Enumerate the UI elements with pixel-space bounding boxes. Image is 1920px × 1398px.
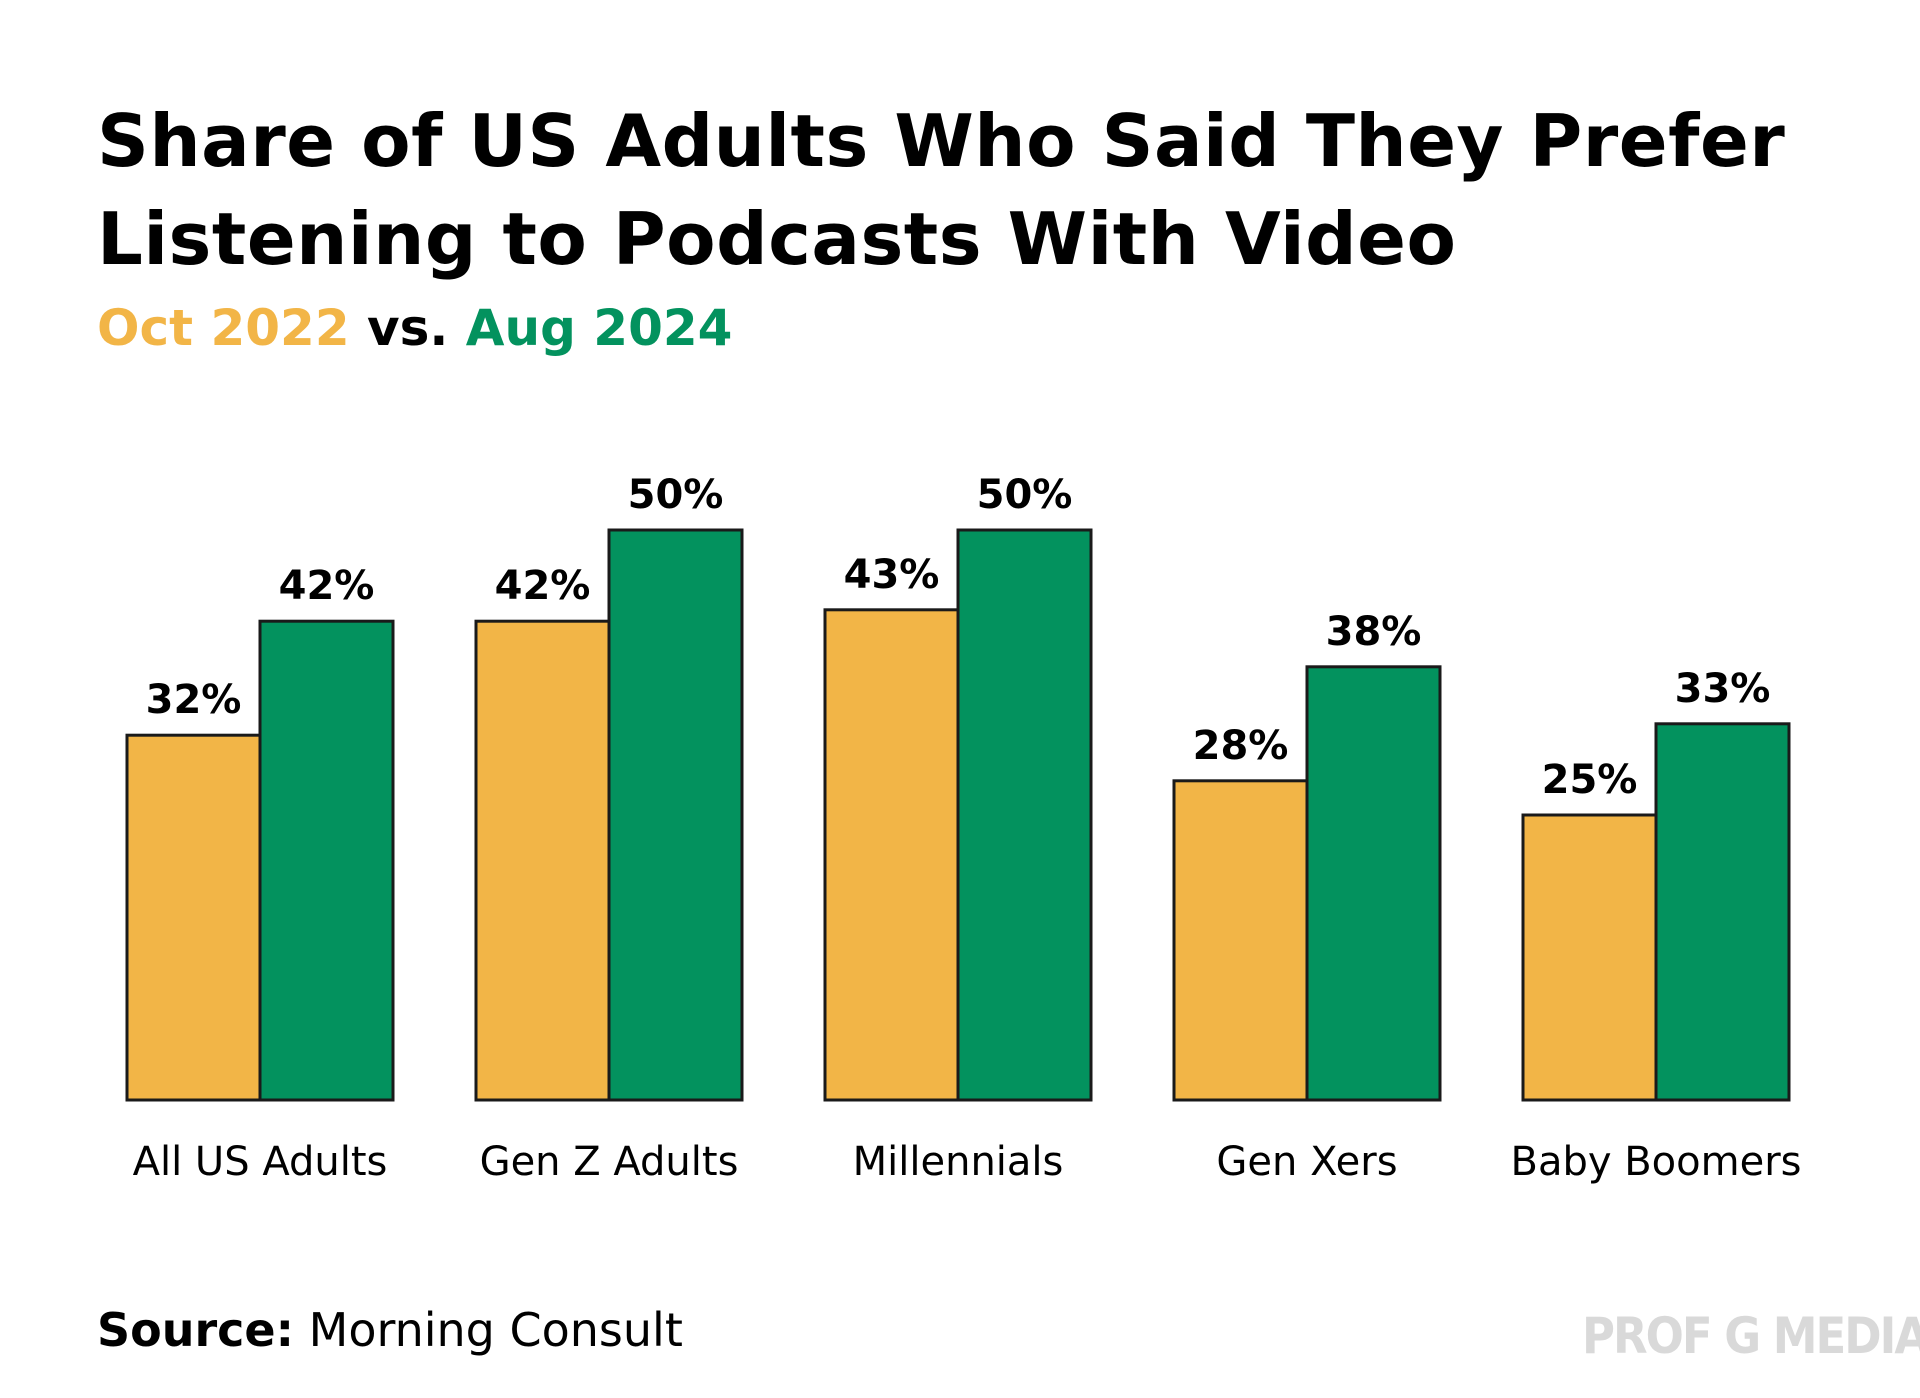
data-label-aug-2024-baby-boomers: 33% <box>1675 666 1771 712</box>
bar-aug-2024-baby-boomers <box>1654 722 1791 1102</box>
category-label-baby-boomers: Baby Boomers <box>1511 1139 1802 1185</box>
bar-group-all-us-adults: 32% 42% All US Adults <box>125 563 395 1185</box>
subtitle-aug-2024: Aug 2024 <box>465 299 733 357</box>
chart-title-line-2: Listening to Podcasts With Video <box>97 197 1457 281</box>
bar-oct-2022-gen-z-adults <box>474 619 611 1102</box>
chart-title-line-1: Share of US Adults Who Said They Prefer <box>97 99 1786 183</box>
bar-aug-2024-all-us-adults <box>258 619 395 1102</box>
category-label-gen-z-adults: Gen Z Adults <box>480 1139 739 1185</box>
data-label-aug-2024-gen-xers: 38% <box>1326 609 1422 655</box>
bar-group-gen-xers: 28% 38% Gen Xers <box>1172 609 1442 1185</box>
bar-oct-2022-gen-xers <box>1172 779 1309 1102</box>
bar-group-gen-z-adults: 42% 50% Gen Z Adults <box>474 472 744 1185</box>
bar-aug-2024-gen-z-adults <box>607 528 744 1102</box>
data-label-oct-2022-all-us-adults: 32% <box>146 677 242 723</box>
subtitle-versus: vs. <box>349 299 466 357</box>
source-note: Source: Morning Consult <box>97 1302 683 1358</box>
source-value: Morning Consult <box>294 1303 683 1357</box>
category-label-all-us-adults: All US Adults <box>133 1139 388 1185</box>
data-label-aug-2024-all-us-adults: 42% <box>279 563 375 609</box>
subtitle-oct-2022: Oct 2022 <box>97 299 350 357</box>
source-label: Source: <box>97 1303 295 1357</box>
bar-group-baby-boomers: 25% 33% Baby Boomers <box>1511 666 1802 1185</box>
data-label-oct-2022-baby-boomers: 25% <box>1542 757 1638 803</box>
data-label-aug-2024-millennials: 50% <box>977 472 1073 518</box>
data-label-aug-2024-gen-z-adults: 50% <box>628 472 724 518</box>
bar-aug-2024-gen-xers <box>1305 665 1442 1102</box>
data-label-oct-2022-millennials: 43% <box>844 552 940 598</box>
bar-oct-2022-baby-boomers <box>1521 813 1658 1102</box>
category-label-gen-xers: Gen Xers <box>1216 1139 1397 1185</box>
bar-group-millennials: 43% 50% Millennials <box>823 472 1093 1185</box>
brand-watermark: PROF G MEDIA <box>1582 1307 1920 1365</box>
chart-title: Share of US Adults Who Said They Prefer … <box>97 92 1797 288</box>
bar-oct-2022-all-us-adults <box>125 733 262 1102</box>
bar-oct-2022-millennials <box>823 608 960 1102</box>
chart-subtitle: Oct 2022 vs. Aug 2024 <box>97 298 732 358</box>
data-label-oct-2022-gen-z-adults: 42% <box>495 563 591 609</box>
bar-aug-2024-millennials <box>956 528 1093 1102</box>
category-label-millennials: Millennials <box>853 1139 1064 1185</box>
data-label-oct-2022-gen-xers: 28% <box>1193 723 1289 769</box>
